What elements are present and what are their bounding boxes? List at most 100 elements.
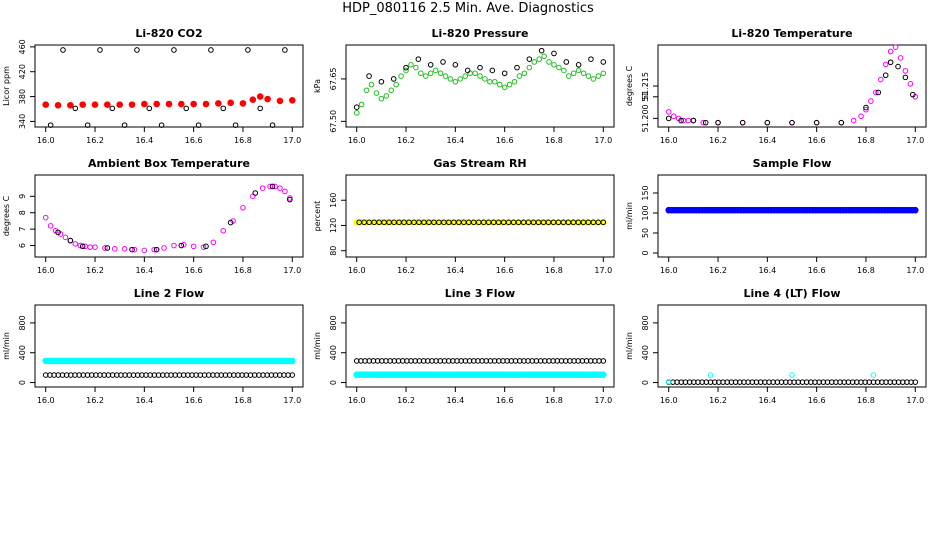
data-point (882, 72, 889, 79)
panel-title: Li-820 Pressure (432, 27, 529, 40)
y-tick-label: 67.65 (329, 67, 338, 90)
data-point (151, 246, 158, 253)
data-point (390, 76, 397, 82)
data-point (457, 76, 464, 82)
y-tick-label: 0 (18, 380, 27, 385)
panel-title: Gas Stream RH (433, 157, 526, 170)
y-tick-label: 150 (641, 185, 650, 200)
data-point (521, 70, 528, 77)
x-tick-label: 16.0 (660, 396, 678, 405)
plot-frame (34, 174, 304, 258)
x-tick-label: 16.2 (397, 396, 415, 405)
data-point (104, 101, 111, 108)
data-point (245, 47, 251, 53)
data-point (707, 372, 714, 378)
data-point (501, 70, 508, 77)
data-point (116, 101, 123, 108)
series-black (665, 379, 919, 385)
x-tick-label: 16.0 (660, 266, 678, 275)
data-point (789, 372, 795, 378)
data-point (895, 63, 901, 70)
data-point (875, 89, 882, 96)
data-point (183, 105, 190, 112)
data-point (665, 109, 672, 115)
data-point (452, 78, 459, 85)
x-tick-label: 16.4 (135, 396, 153, 405)
data-point (887, 59, 894, 66)
data-point (442, 73, 449, 79)
x-tick-label: 16.4 (446, 136, 464, 145)
data-point (141, 100, 148, 108)
data-point (282, 188, 288, 195)
plot-frame (345, 44, 615, 128)
panel-sample_flow: Sample Flow ml/min 16.0 16.2 16.4 16.6 16.8 17.… (625, 157, 927, 275)
data-point (739, 119, 746, 126)
data-point (288, 96, 296, 104)
x-tick-label: 16.8 (545, 266, 563, 275)
panel-gas_rh: Gas Stream RH percent 16.0 16.2 16.4 16.6 16.8… (313, 157, 615, 275)
data-point (121, 122, 128, 128)
data-point (580, 70, 587, 77)
data-point (257, 105, 264, 112)
series-black (55, 183, 293, 253)
data-point (526, 64, 533, 71)
data-point (813, 119, 820, 126)
data-point (178, 242, 185, 249)
data-point (563, 59, 570, 65)
x-tick-label: 16.2 (709, 266, 727, 275)
x-tick-label: 17.0 (906, 266, 924, 275)
x-tick-label: 16.0 (348, 266, 366, 275)
data-point (427, 61, 434, 68)
y-tick-label: 800 (18, 315, 27, 330)
data-point (575, 67, 582, 74)
panel-co2: Li-820 CO2 Licor ppm 16.0 16.2 16.4 16.6 16.8 1… (2, 27, 304, 145)
y-tick-label: 400 (641, 345, 650, 360)
x-tick-label: 16.8 (234, 266, 252, 275)
data-point (358, 101, 365, 108)
data-point (378, 78, 385, 85)
data-point (665, 115, 672, 122)
series-green (353, 53, 607, 116)
series-blue (665, 206, 919, 214)
data-point (685, 117, 692, 124)
y-axis-label: degrees C (2, 195, 11, 236)
data-point (590, 76, 597, 82)
data-point (104, 245, 111, 251)
data-point (600, 358, 607, 364)
y-tick-label: 51.215 (641, 72, 650, 100)
data-point (850, 117, 857, 124)
data-point (595, 73, 602, 79)
x-tick-label: 17.0 (283, 266, 301, 275)
x-tick-label: 16.4 (446, 396, 464, 405)
data-point (561, 67, 567, 74)
y-tick-label: 120 (329, 218, 338, 233)
x-tick-label: 16.2 (86, 266, 104, 275)
data-point (121, 246, 128, 252)
data-point (47, 122, 54, 128)
panel-title: Ambient Box Temperature (88, 157, 250, 170)
data-point (153, 100, 160, 108)
y-tick-label: 50 (641, 228, 650, 238)
data-point (102, 245, 108, 251)
data-point (55, 229, 61, 236)
data-point (600, 70, 607, 77)
panel-line3: Line 3 Flow ml/min 16.0 16.2 16.4 16.6 16.8 17.… (313, 287, 615, 405)
data-point (54, 101, 62, 109)
x-tick-label: 16.0 (660, 136, 678, 145)
data-point (289, 372, 296, 378)
data-point (131, 246, 138, 253)
panel-licor_temp: Li-820 Temperature degrees C 16.0 16.2 16.4 1… (625, 27, 927, 145)
series-black (356, 219, 607, 226)
plot-frame (345, 174, 615, 258)
data-point (715, 119, 721, 126)
data-point (588, 56, 594, 62)
series-magenta (665, 44, 919, 126)
data-point (60, 47, 66, 53)
data-point (418, 70, 424, 77)
data-point (665, 378, 672, 385)
data-point (161, 245, 167, 251)
data-point (531, 59, 538, 65)
data-point (897, 55, 904, 61)
data-point (363, 87, 370, 94)
x-tick-label: 16.2 (397, 266, 415, 275)
